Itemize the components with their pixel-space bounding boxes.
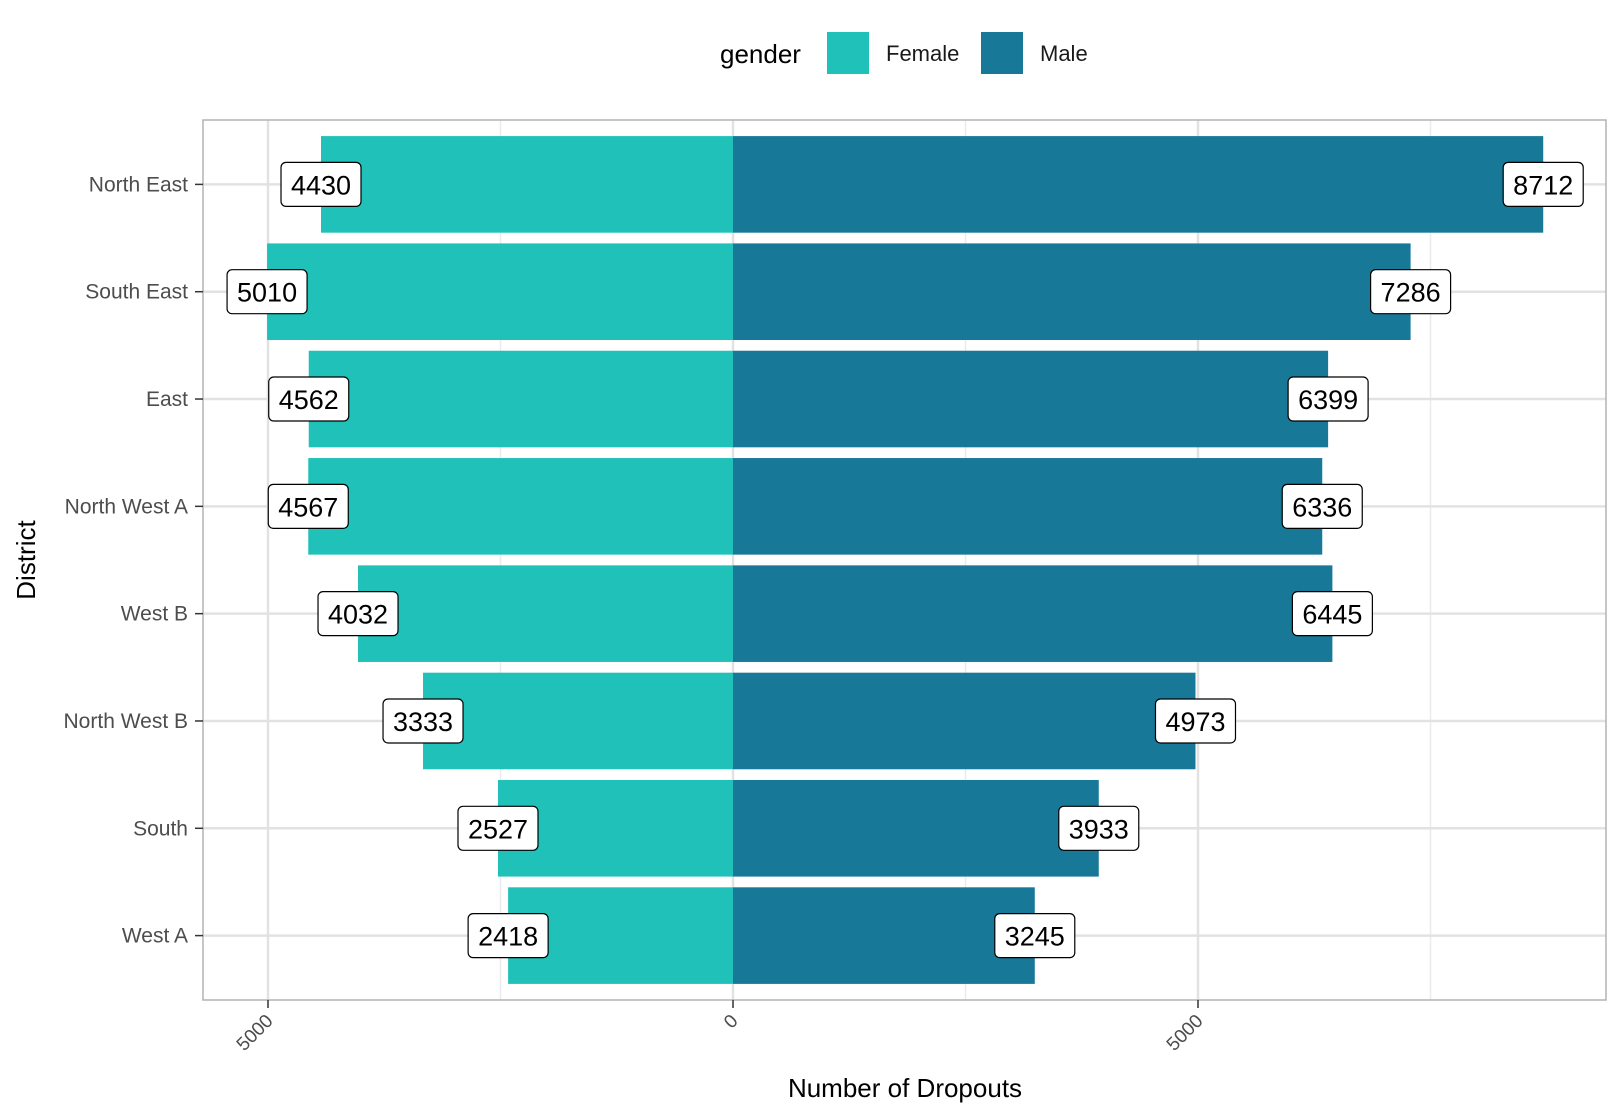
data-label: 7286 [1369,269,1452,315]
legend-title: gender [720,39,801,69]
bar-female [423,672,733,770]
bar-female [308,458,733,555]
data-label-text: 7286 [1381,278,1441,308]
data-label-text: 4430 [291,170,351,200]
bar-male [733,780,1099,877]
legend: gender Female Male [720,32,1088,74]
legend-key-female [827,32,869,74]
y-tick-label: South East [85,281,188,304]
data-label-text: 3245 [1005,922,1065,952]
data-label-box [317,591,399,637]
data-label-text: 5010 [237,278,297,308]
data-label: 6445 [1291,591,1373,637]
bar-male [733,458,1323,555]
data-label-text: 4567 [278,492,338,522]
data-label-box [1154,698,1237,744]
data-label: 3933 [1058,805,1140,851]
data-label: 4032 [317,591,399,637]
bar-female [267,243,733,340]
data-label-box [1287,376,1369,422]
bar-female [321,136,733,233]
data-label-text: 4562 [279,385,339,415]
y-tick-label: North East [89,173,188,196]
x-axis-title: Number of Dropouts [788,1073,1022,1103]
x-tick-label: 5000 [1163,1011,1208,1056]
y-tick-label: West A [122,925,188,948]
data-label: 4973 [1154,698,1237,744]
data-label-text: 6445 [1302,600,1362,630]
data-label: 4567 [267,483,349,529]
data-label-box [1281,483,1363,529]
data-label-box [994,913,1076,959]
legend-label-female: Female [886,41,959,66]
data-label: 8712 [1502,161,1584,207]
data-label-box [1058,805,1140,851]
data-label-box [382,698,464,744]
data-label: 2418 [467,913,549,959]
data-label: 2527 [457,805,539,851]
bar-male [733,565,1333,662]
data-label-text: 6399 [1298,385,1358,415]
data-label-box [457,805,539,851]
data-label-box [267,483,349,529]
x-tick-label: 5000 [233,1011,278,1056]
bar-female [308,350,733,448]
bar-female [358,565,733,662]
bars [267,136,1544,984]
x-axis-ticks: 5000 0 5000 [233,1000,1208,1055]
data-label-box [1291,591,1373,637]
x-tick-label: 0 [720,1011,742,1033]
y-axis-title: District [11,520,41,600]
y-tick-label: East [146,388,188,411]
bar-male [733,136,1544,233]
data-label-box [268,376,350,422]
data-label: 4562 [268,376,350,422]
data-label-text: 2418 [478,922,538,952]
data-label: 3245 [994,913,1076,959]
data-label-text: 8712 [1513,170,1573,200]
legend-label-male: Male [1040,41,1088,66]
y-tick-label: South [133,817,188,840]
data-label-box [467,913,549,959]
data-label: 4430 [280,161,362,207]
data-label-text: 3333 [393,707,453,737]
data-label-box [280,161,362,207]
bar-male [733,350,1329,448]
y-axis-ticks: North East South East East North West A West… [64,173,203,948]
data-label-text: 3933 [1069,814,1129,844]
y-tick-label: North West A [65,495,188,518]
legend-key-male [981,32,1023,74]
data-label: 5010 [226,269,308,315]
data-label-text: 2527 [468,814,528,844]
data-label-box [1369,269,1452,315]
data-label-box [226,269,308,315]
bar-male [733,672,1196,770]
y-tick-label: West B [121,603,188,626]
data-label: 3333 [382,698,464,744]
data-label-text: 4973 [1165,707,1225,737]
data-label-text: 4032 [328,600,388,630]
bar-male [733,887,1035,984]
data-labels: 4430 5010 4562 4567 4032 3333 2527 2418 8712 7286… [226,161,1584,959]
y-tick-label: North West B [64,710,188,733]
panel-border [202,119,1607,1001]
data-label-box [1502,161,1584,207]
data-label-text: 6336 [1292,492,1352,522]
data-label: 6399 [1287,376,1369,422]
data-label: 6336 [1281,483,1363,529]
bar-male [733,243,1411,340]
